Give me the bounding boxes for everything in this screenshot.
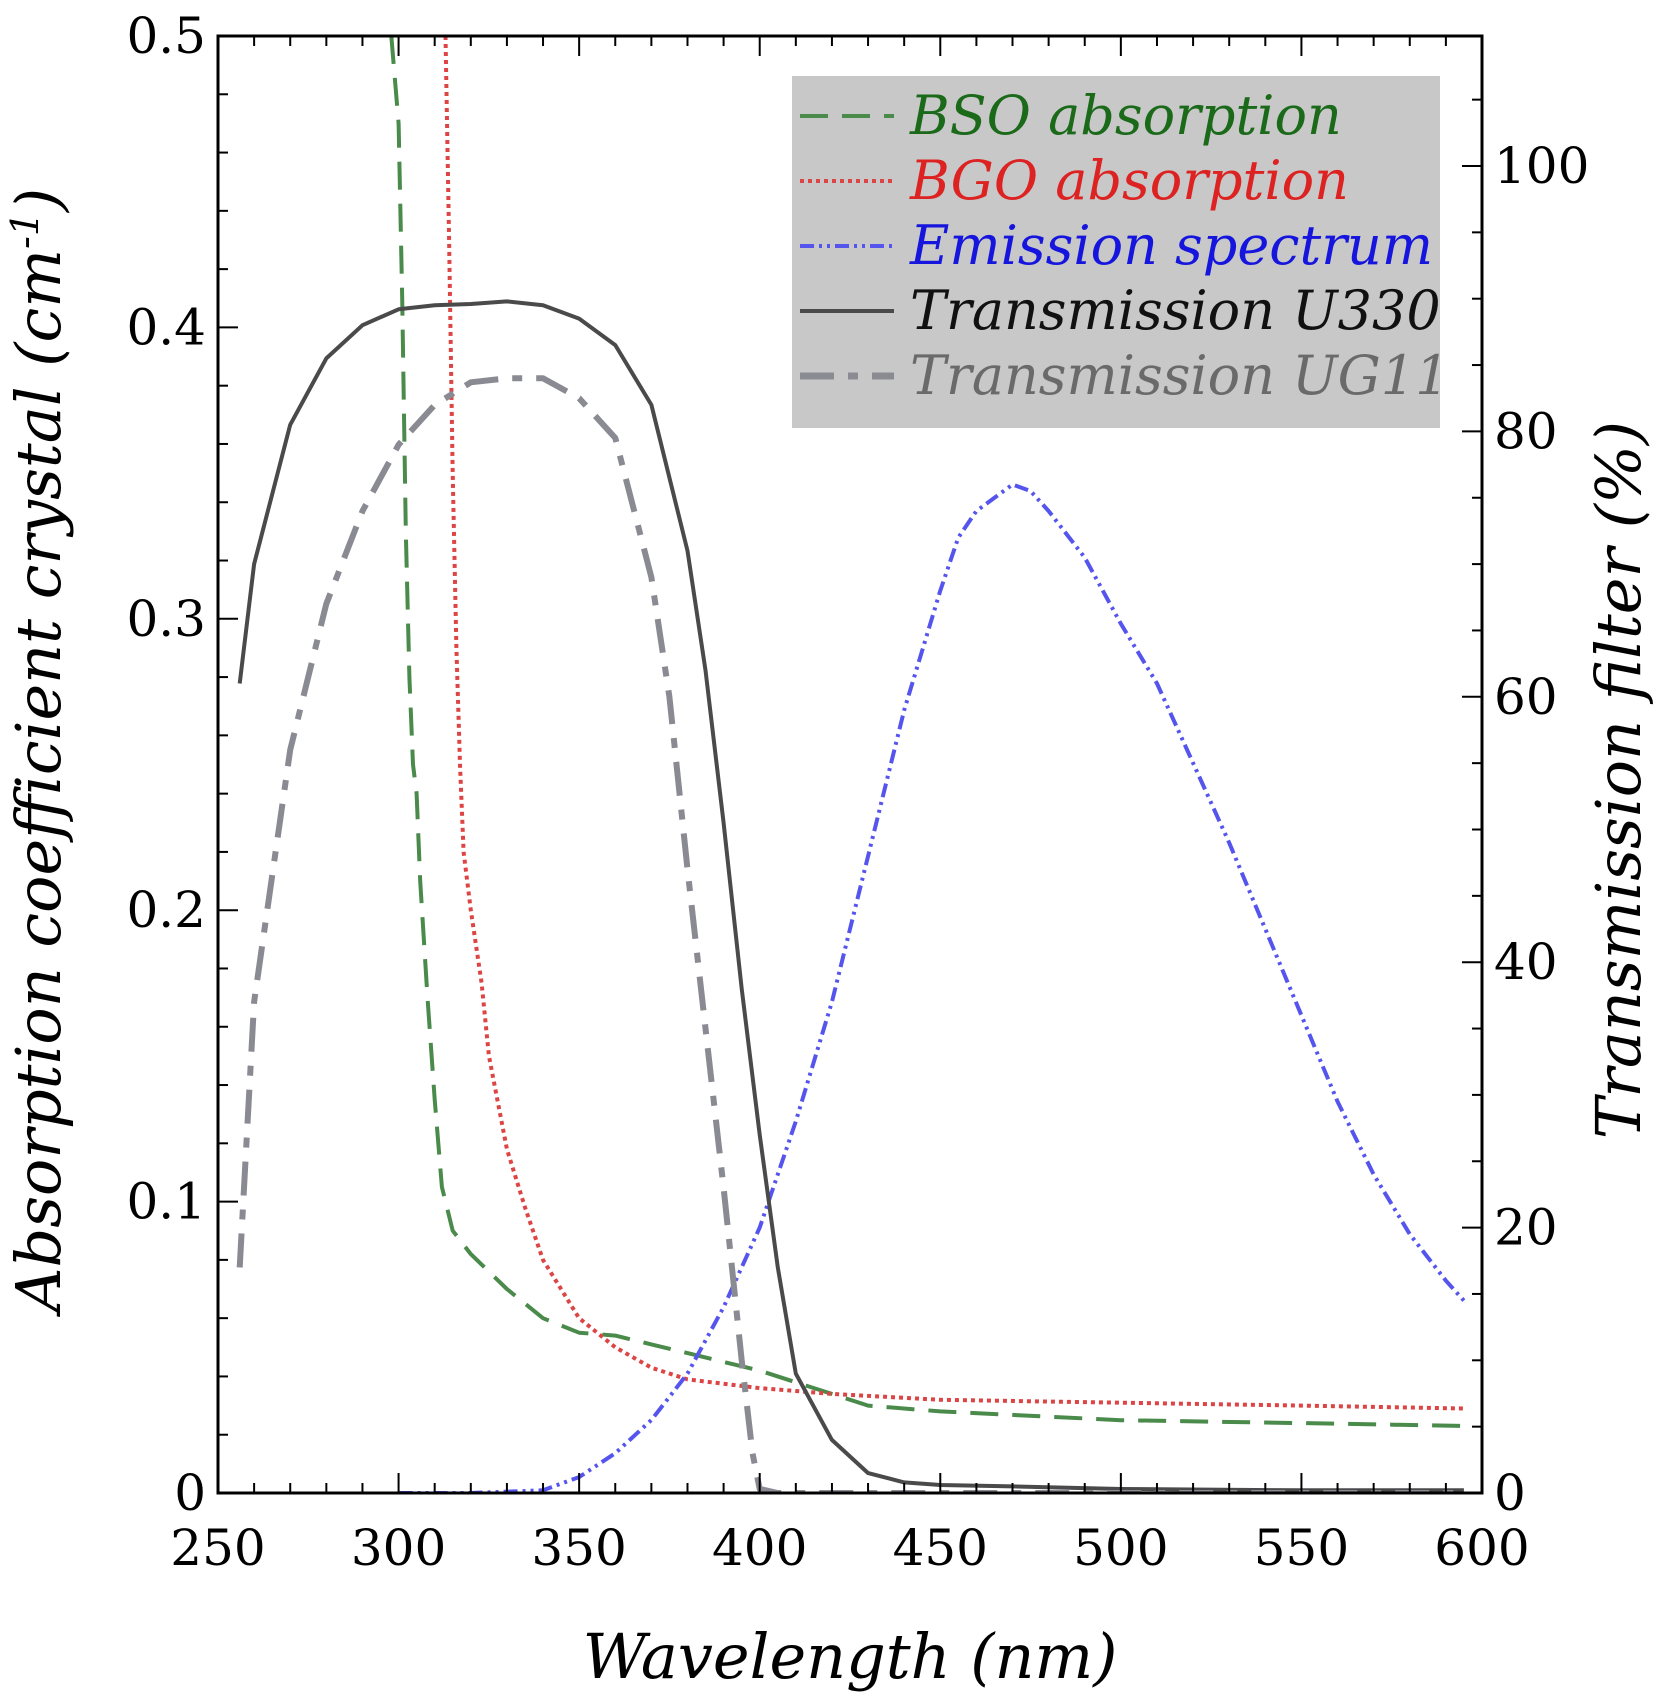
y-left-tick-label: 0 — [174, 1464, 206, 1522]
x-tick-label: 250 — [170, 1519, 265, 1577]
legend-label: Transmission UG11 — [910, 344, 1450, 407]
y-left-tick-label: 0.5 — [126, 7, 206, 65]
y-right-tick-label: 100 — [1494, 137, 1589, 195]
plot-frame — [216, 34, 1484, 1495]
y-right-tick-label: 80 — [1494, 402, 1558, 460]
x-axis-title: Wavelength (nm) — [583, 1620, 1118, 1693]
y-right-tick-label: 20 — [1494, 1199, 1558, 1257]
y-left-tick-label: 0.3 — [126, 590, 206, 648]
series-line-bgo-absorption — [443, 36, 1464, 1411]
y-right-tick-label: 0 — [1494, 1464, 1526, 1522]
legend-label: BSO absorption — [909, 84, 1342, 147]
y-left-axis-title: Absorption coefficient crystal (cm-1) — [2, 188, 75, 1318]
y-right-axis-title: Transmission filter (%) — [1582, 421, 1655, 1139]
y-left-title-superscript: -1 — [3, 212, 47, 249]
legend-box — [792, 76, 1440, 428]
x-tick-label: 300 — [351, 1519, 446, 1577]
series-line-transmission-u330 — [237, 299, 1464, 1493]
x-tick-label: 600 — [1434, 1519, 1529, 1577]
y-left-tick-label: 0.2 — [126, 881, 206, 939]
y-left-tick-label: 0.1 — [126, 1173, 206, 1231]
series-line-bso-absorption — [389, 36, 1464, 1428]
legend-label: Transmission U330 — [910, 279, 1441, 342]
series-line-transmission-ug11 — [236, 375, 1464, 1493]
y-left-tick-label: 0.4 — [126, 298, 206, 356]
ticks-layer: 250 300 350 400 450 500 550 60000.10.20.30.40.5… — [126, 7, 1589, 1577]
legend-label: Emission spectrum — [909, 214, 1433, 277]
y-right-tick-label: 60 — [1494, 668, 1558, 726]
x-tick-label: 450 — [893, 1519, 988, 1577]
y-right-tick-label: 40 — [1494, 933, 1558, 991]
x-tick-label: 400 — [712, 1519, 807, 1577]
series-line-emission-spectrum — [398, 482, 1466, 1493]
series-layer — [236, 36, 1466, 1493]
legend-label: BGO absorption — [909, 149, 1349, 212]
y-left-title-main: Absorption coefficient crystal (cm — [2, 249, 75, 1317]
x-tick-label: 500 — [1073, 1519, 1168, 1577]
y-left-title-close: ) — [2, 188, 75, 214]
x-tick-label: 350 — [531, 1519, 626, 1577]
x-tick-label: 550 — [1254, 1519, 1349, 1577]
